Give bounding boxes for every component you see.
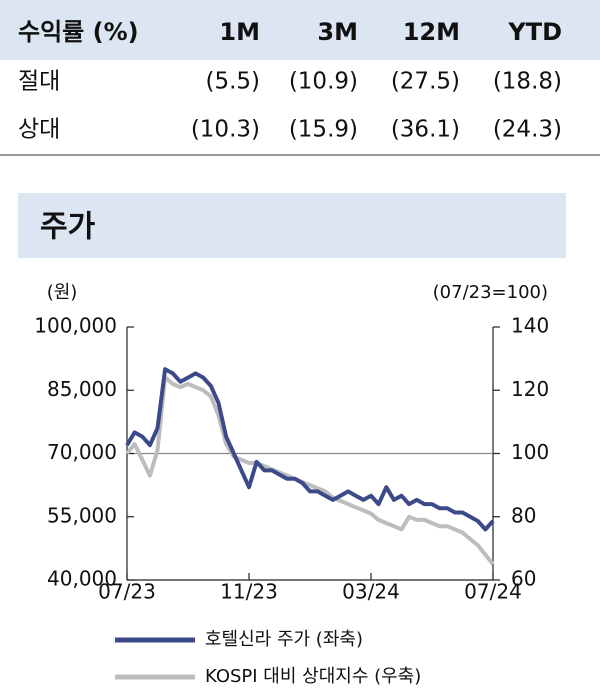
- y-tick-label: 85,000: [47, 377, 117, 401]
- x-tick-label: 07/23: [98, 580, 156, 604]
- y2-tick-label: 120: [511, 377, 549, 401]
- table-header-cell: 12M: [403, 18, 460, 46]
- section-title: 주가: [40, 210, 96, 245]
- table-cell: 상대: [18, 117, 60, 143]
- table-cell: (27.5): [391, 69, 460, 95]
- table-header-cell: 수익률 (%): [18, 18, 139, 46]
- y-tick-label: 55,000: [47, 503, 117, 527]
- y-tick-label: 70,000: [47, 440, 117, 464]
- series-line: [125, 375, 495, 566]
- y2-axis-label: (07/23=100): [433, 282, 548, 303]
- y2-tick-label: 100: [511, 440, 549, 464]
- table-cell: (10.3): [191, 117, 260, 143]
- table-cell: (18.8): [493, 69, 562, 95]
- x-tick-label: 03/24: [342, 580, 400, 604]
- y-axis-label: (원): [47, 282, 78, 303]
- y2-tick-label: 140: [511, 314, 549, 338]
- legend-label: 호텔신라 주가 (좌축): [205, 629, 363, 650]
- table-header-cell: 3M: [317, 18, 358, 46]
- table-header-bg: [0, 0, 600, 60]
- table-header-cell: YTD: [507, 18, 562, 46]
- table-cell: (10.9): [289, 69, 358, 95]
- y2-tick-label: 80: [511, 503, 536, 527]
- table-cell: (15.9): [289, 117, 358, 143]
- section-bg: [18, 193, 566, 258]
- y-tick-label: 100,000: [34, 314, 117, 338]
- table-cell: (24.3): [493, 117, 562, 143]
- y-tick-label: 40,000: [47, 567, 117, 591]
- table-cell: (5.5): [205, 69, 260, 95]
- y2-tick-label: 60: [511, 567, 536, 591]
- x-tick-label: 07/24: [464, 580, 522, 604]
- x-tick-label: 11/23: [220, 580, 278, 604]
- series-line: [125, 367, 495, 532]
- table-cell: (36.1): [391, 117, 460, 143]
- table-cell: 절대: [18, 69, 60, 95]
- legend-label: KOSPI 대비 상대지수 (우축): [205, 666, 421, 687]
- table-header-cell: 1M: [219, 18, 260, 46]
